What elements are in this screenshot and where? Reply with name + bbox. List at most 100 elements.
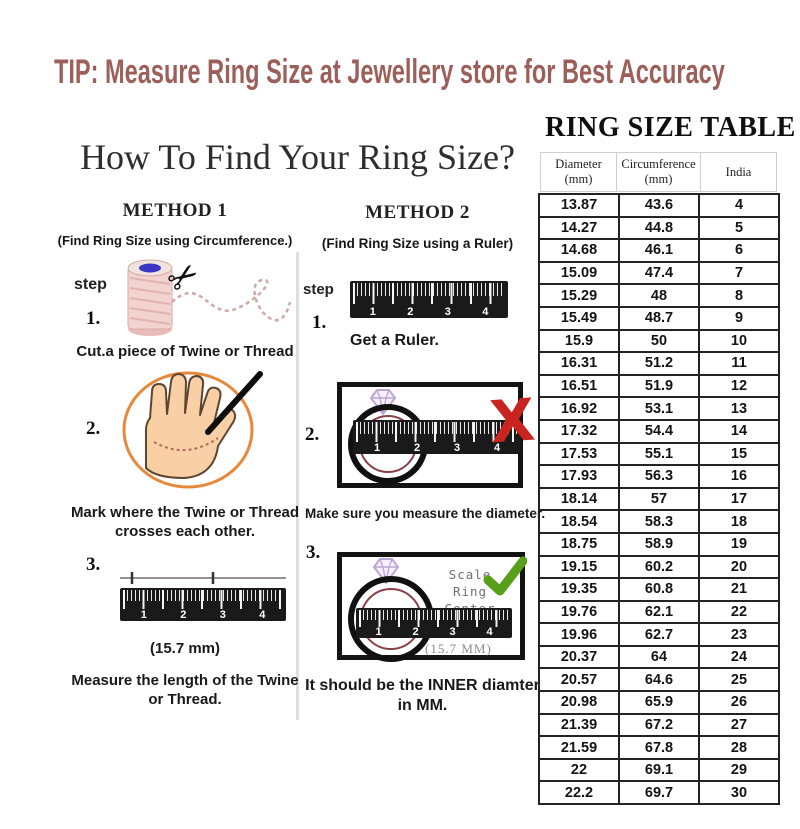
table-cell: 20.57 (538, 667, 620, 693)
table-cell: 4 (698, 193, 780, 218)
table-row: 18.75 58.9 19 (538, 531, 780, 557)
method1-step-label: step (74, 276, 107, 293)
table-cell: 16 (698, 464, 780, 489)
table-row: 18.54 58.3 18 (538, 509, 780, 534)
table-cell: 69.7 (618, 780, 700, 806)
ruler-number: 1 (373, 442, 381, 454)
ring-size-table-header: Diameter (mm) Circumference (mm) India (540, 152, 777, 192)
table-cell: 5 (698, 215, 780, 241)
method2-step-label: step (303, 281, 334, 298)
header-circumference: Circumference (mm) (616, 152, 701, 192)
table-cell: 11 (698, 351, 780, 376)
table-cell: 57 (618, 486, 700, 512)
table-cell: 15.49 (538, 305, 620, 331)
table-cell: 65.9 (618, 690, 700, 715)
method2-step1-caption: Get a Ruler. (350, 332, 439, 349)
ruler-number: 2 (413, 442, 421, 454)
ring-size-table: 13.87 43.6 4 14.27 44.8 5 14.68 46.1 6 15.09 47.4 7… (538, 193, 780, 806)
table-cell: 56.3 (618, 464, 700, 489)
table-cell: 43.6 (618, 193, 700, 218)
table-row: 19.96 62.7 23 (538, 622, 780, 647)
table-cell: 22 (698, 599, 780, 625)
table-cell: 9 (698, 305, 780, 331)
method1-step2-number: 2. (86, 418, 101, 439)
marker-pen (205, 371, 263, 435)
ruler-number: 3 (449, 626, 456, 638)
method2-step1-number: 1. (312, 312, 327, 333)
ring-size-table-title: RING SIZE TABLE (545, 112, 796, 143)
table-cell: 62.1 (618, 599, 700, 625)
method2-subtitle: (Find Ring Size using a Ruler) (321, 236, 514, 251)
table-row: 18.14 57 17 (538, 486, 780, 512)
table-row: 14.27 44.8 5 (538, 215, 780, 241)
table-cell: 19 (698, 531, 780, 557)
table-row: 20.57 64.6 25 (538, 667, 780, 693)
table-row: 15.49 48.7 9 (538, 305, 780, 331)
ruler-graphic-method2-step3: 1 2 3 4 (356, 608, 512, 638)
table-row: 21.59 67.8 28 (538, 735, 780, 760)
table-cell: 21.59 (538, 735, 620, 760)
table-cell: 15.9 (538, 328, 620, 354)
table-cell: 46.1 (618, 238, 700, 263)
table-row: 21.39 67.2 27 (538, 712, 780, 738)
method2-step3-mm: (15.7 MM) (425, 641, 492, 656)
ruler-number: 3 (444, 306, 451, 318)
table-cell: 67.2 (618, 712, 700, 738)
ruler-number: 4 (259, 609, 266, 621)
table-cell: 18.14 (538, 486, 620, 512)
table-cell: 17 (698, 486, 780, 512)
header-india: India (700, 152, 777, 192)
ruler-number: 1 (369, 306, 376, 318)
table-cell: 17.32 (538, 418, 620, 444)
ruler-number: 2 (407, 306, 414, 318)
ruler-number: 2 (180, 609, 187, 621)
table-cell: 6 (698, 238, 780, 263)
ruler-number: 1 (375, 626, 382, 638)
table-cell: 15 (698, 441, 780, 467)
table-cell: 20.98 (538, 690, 620, 715)
table-cell: 58.3 (618, 509, 700, 534)
scale-ring-center-note: Scale Ring Center (444, 567, 494, 616)
ruler-number: 3 (453, 442, 461, 454)
green-check-icon (483, 556, 527, 596)
method1-step3-number: 3. (86, 554, 101, 575)
table-row: 17.32 54.4 14 (538, 418, 780, 444)
table-cell: 48 (618, 283, 700, 308)
table-cell: 18.54 (538, 509, 620, 534)
measured-thread-illustration (120, 572, 286, 584)
table-row: 19.15 60.2 20 (538, 554, 780, 580)
table-cell: 13.87 (538, 193, 620, 218)
table-row: 22.2 69.7 30 (538, 780, 780, 806)
method1-step1-number: 1. (86, 308, 101, 329)
method1-step3-mm: (15.7 mm) (149, 640, 221, 657)
table-row: 16.31 51.2 11 (538, 351, 780, 376)
ruler-number: 2 (412, 626, 419, 638)
ruler-graphic-method1: 1 2 3 4 (120, 588, 286, 621)
table-cell: 47.4 (618, 260, 700, 286)
table-cell: 24 (698, 644, 780, 670)
table-cell: 16.51 (538, 373, 620, 399)
table-cell: 29 (698, 757, 780, 783)
method1-step3-caption: Measure the length of the Twine or Threa… (71, 672, 299, 708)
ruler-number: 4 (482, 306, 489, 318)
column-divider (296, 252, 299, 720)
method1-step1-caption: Cut.a piece of Twine or Thread (76, 343, 294, 360)
table-cell: 16.31 (538, 351, 620, 376)
ruler-graphic-method2-step1: 1 2 3 4 (350, 281, 508, 318)
ruler-number: 4 (493, 442, 501, 454)
table-cell: 20.37 (538, 644, 620, 670)
method1-step2-caption: Mark where the Twine or Thread crosses e… (70, 504, 300, 540)
table-row: 16.92 53.1 13 (538, 396, 780, 421)
table-cell: 26 (698, 690, 780, 715)
ring-size-table-body: 13.87 43.6 4 14.27 44.8 5 14.68 46.1 6 15.09 47.4 7… (538, 193, 780, 806)
method2-step2-number: 2. (305, 424, 320, 445)
table-cell: 22.2 (538, 780, 620, 806)
table-cell: 17.53 (538, 441, 620, 467)
table-row: 20.37 64 24 (538, 644, 780, 670)
table-cell: 67.8 (618, 735, 700, 760)
table-row: 15.09 47.4 7 (538, 260, 780, 286)
table-cell: 62.7 (618, 622, 700, 647)
hand-marking-illustration (122, 371, 263, 489)
twine-spool-scissors-illustration: ✂ (127, 256, 292, 336)
tip-title: TIP: Measure Ring Size at Jewellery stor… (54, 52, 725, 91)
